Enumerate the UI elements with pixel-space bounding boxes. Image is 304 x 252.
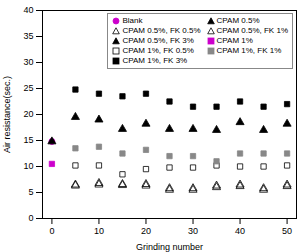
html-text:Blank: Blank: [122, 16, 143, 25]
svg-text:30: 30: [23, 57, 33, 67]
svg-text:0: 0: [28, 213, 33, 223]
svg-text:25: 25: [23, 83, 33, 93]
svg-text:0: 0: [49, 226, 54, 236]
svg-text:10: 10: [23, 161, 33, 171]
svg-text:20: 20: [141, 226, 151, 236]
svg-text:10: 10: [94, 226, 104, 236]
svg-text:40: 40: [23, 5, 33, 15]
svg-text:Air resistance(sec.): Air resistance(sec.): [2, 76, 12, 153]
html-text:CPAM 0.5%: CPAM 0.5%: [216, 16, 260, 25]
html-text:CPAM 1%, FK 0.5%: CPAM 1%, FK 0.5%: [122, 46, 194, 55]
html-text:CPAM 0.5%, FK 3%: CPAM 0.5%, FK 3%: [122, 36, 194, 45]
html-text:CPAM 1%, FK 1%: CPAM 1%, FK 1%: [216, 46, 282, 55]
svg-text:40: 40: [235, 226, 245, 236]
svg-text:35: 35: [23, 31, 33, 41]
html-text:CPAM 1%: CPAM 1%: [216, 36, 253, 45]
svg-text:20: 20: [23, 109, 33, 119]
svg-text:Grinding number: Grinding number: [136, 242, 203, 252]
svg-text:50: 50: [282, 226, 292, 236]
html-text:CPAM 0.5%, FK 0.5%: CPAM 0.5%, FK 0.5%: [122, 26, 201, 35]
svg-text:5: 5: [28, 187, 33, 197]
html-text:CPAM 1%, FK 3%: CPAM 1%, FK 3%: [122, 56, 188, 65]
svg-text:30: 30: [188, 226, 198, 236]
svg-text:15: 15: [23, 135, 33, 145]
html-text:CPAM 0.5%, FK 1%: CPAM 0.5%, FK 1%: [216, 26, 288, 35]
